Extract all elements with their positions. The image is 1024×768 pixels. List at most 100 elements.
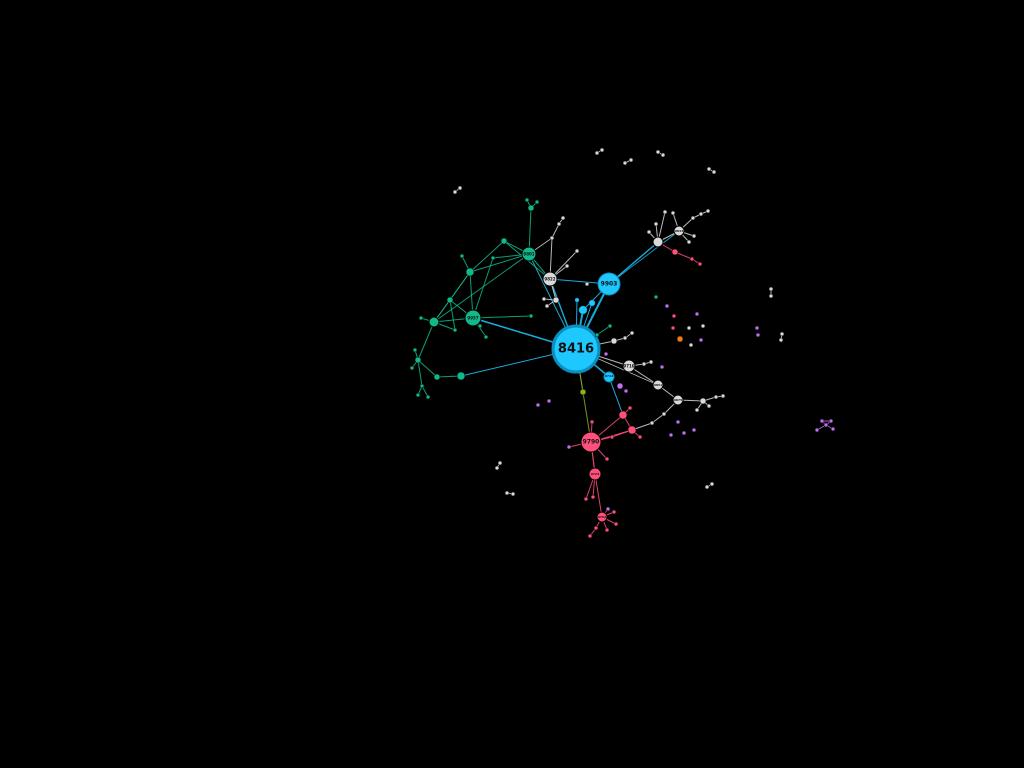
graph-node[interactable] [541, 296, 547, 302]
graph-node[interactable] [673, 225, 685, 237]
graph-node[interactable] [704, 484, 710, 490]
graph-node[interactable] [574, 248, 580, 254]
graph-node[interactable] [504, 490, 510, 496]
hub-node[interactable] [551, 324, 601, 374]
graph-node[interactable] [603, 351, 609, 357]
graph-node[interactable] [629, 330, 635, 336]
graph-node[interactable] [584, 281, 590, 287]
graph-node[interactable] [819, 418, 825, 424]
graph-node[interactable] [574, 297, 580, 303]
graph-node[interactable] [552, 296, 560, 304]
graph-node[interactable] [589, 419, 595, 425]
graph-node[interactable] [653, 294, 659, 300]
graph-node[interactable] [686, 239, 692, 245]
graph-node[interactable] [698, 211, 704, 217]
graph-node[interactable] [414, 356, 422, 364]
graph-node[interactable] [560, 215, 566, 221]
graph-node[interactable] [433, 373, 441, 381]
graph-node[interactable] [556, 221, 562, 227]
node-layer[interactable] [409, 147, 836, 539]
graph-node[interactable] [711, 169, 717, 175]
graph-node[interactable] [720, 393, 726, 399]
graph-node[interactable] [607, 323, 613, 329]
graph-node[interactable] [694, 311, 700, 317]
graph-node[interactable] [618, 410, 628, 420]
graph-node[interactable] [706, 166, 712, 172]
graph-node[interactable] [604, 527, 610, 533]
graph-node[interactable] [691, 427, 697, 433]
graph-node[interactable] [524, 197, 530, 203]
graph-node[interactable] [610, 337, 618, 345]
graph-node[interactable] [672, 394, 684, 406]
graph-node[interactable] [661, 411, 667, 417]
graph-node[interactable] [579, 388, 587, 396]
graph-node[interactable] [419, 383, 425, 389]
graph-node[interactable] [660, 152, 666, 158]
graph-node[interactable] [616, 382, 624, 390]
graph-node[interactable] [814, 427, 820, 433]
graph-node[interactable] [641, 361, 647, 367]
graph-node[interactable] [671, 248, 679, 256]
graph-node[interactable] [597, 272, 621, 296]
graph-node[interactable] [566, 444, 572, 450]
graph-node[interactable] [690, 215, 696, 221]
graph-node[interactable] [609, 434, 615, 440]
graph-node[interactable] [648, 359, 654, 365]
graph-node[interactable] [415, 392, 421, 398]
graph-node[interactable] [622, 160, 628, 166]
graph-node[interactable] [477, 323, 483, 329]
graph-node[interactable] [578, 305, 588, 315]
graph-node[interactable] [611, 509, 617, 515]
graph-node[interactable] [456, 371, 466, 381]
graph-node[interactable] [823, 422, 829, 428]
graph-node[interactable] [483, 334, 489, 340]
graph-node[interactable] [628, 157, 634, 163]
graph-node[interactable] [691, 233, 697, 239]
graph-node[interactable] [418, 315, 424, 321]
graph-node[interactable] [688, 342, 694, 348]
graph-node[interactable] [670, 325, 676, 331]
graph-node[interactable] [655, 149, 661, 155]
graph-node[interactable] [700, 323, 706, 329]
graph-node[interactable] [544, 303, 550, 309]
graph-node[interactable] [412, 347, 418, 353]
graph-node[interactable] [590, 494, 596, 500]
graph-node[interactable] [698, 337, 704, 343]
graph-node[interactable] [490, 255, 496, 261]
graph-node[interactable] [521, 246, 537, 262]
graph-node[interactable] [452, 327, 458, 333]
graph-node[interactable] [428, 316, 440, 328]
graph-node[interactable] [594, 150, 600, 156]
graph-node[interactable] [594, 332, 600, 338]
graph-node[interactable] [649, 420, 655, 426]
graph-node[interactable] [457, 185, 463, 191]
graph-node[interactable] [778, 337, 784, 343]
graph-node[interactable] [603, 371, 615, 383]
graph-node[interactable] [664, 303, 670, 309]
graph-node[interactable] [637, 434, 643, 440]
graph-node[interactable] [409, 365, 415, 371]
graph-node[interactable] [588, 299, 596, 307]
graph-node[interactable] [755, 332, 761, 338]
graph-node[interactable] [706, 403, 712, 409]
graph-node[interactable] [534, 199, 540, 205]
graph-node[interactable] [464, 309, 482, 327]
graph-node[interactable] [705, 208, 711, 214]
graph-node[interactable] [694, 407, 700, 413]
graph-node[interactable] [564, 263, 570, 269]
graph-node[interactable] [497, 460, 503, 466]
graph-node[interactable] [675, 419, 681, 425]
graph-node[interactable] [599, 147, 605, 153]
graph-node[interactable] [686, 325, 692, 331]
graph-node[interactable] [587, 533, 593, 539]
graph-node[interactable] [754, 325, 760, 331]
graph-node[interactable] [627, 405, 633, 411]
graph-node[interactable] [542, 271, 558, 287]
graph-node[interactable] [622, 359, 636, 373]
graph-node[interactable] [494, 465, 500, 471]
graph-node[interactable] [671, 313, 677, 319]
graph-node[interactable] [653, 221, 659, 227]
graph-node[interactable] [652, 379, 664, 391]
graph-node[interactable] [549, 235, 555, 241]
graph-node[interactable] [510, 491, 516, 497]
